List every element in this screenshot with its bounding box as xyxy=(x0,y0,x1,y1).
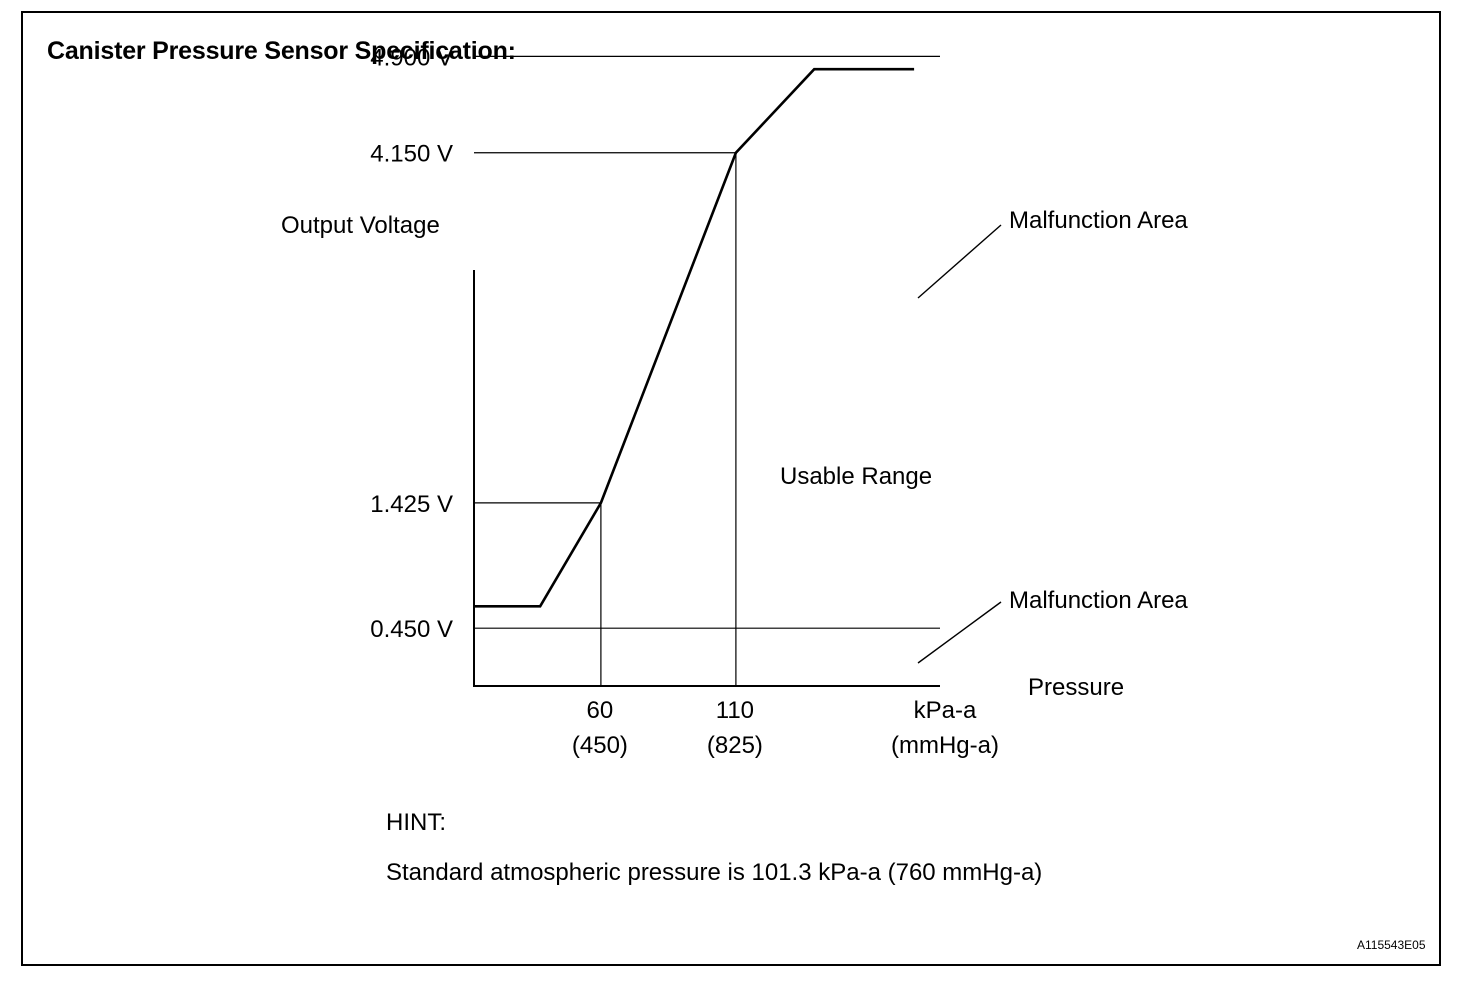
annotation-usable-range: Usable Range xyxy=(780,463,932,490)
chart-layer: 0.450 V 1.425 V 4.150 V 4.900 V 60 (450) 110 (8… xyxy=(281,44,1188,759)
y-axis-title: Output Voltage xyxy=(281,212,440,239)
annotation-malfunction-lower: Malfunction Area xyxy=(1009,587,1188,614)
x-tick-label-1: 110 xyxy=(716,697,754,724)
x-unit-sublabel: (mmHg-a) xyxy=(891,732,999,759)
y-tick-label-3: 4.900 V xyxy=(370,44,453,71)
leader-line-upper xyxy=(917,224,1002,299)
x-tick-sublabel-0: (450) xyxy=(572,732,628,759)
figure-frame xyxy=(21,11,1441,966)
annotation-malfunction-upper: Malfunction Area xyxy=(1009,207,1188,234)
x-tick-sublabel-1: (825) xyxy=(707,732,763,759)
hint-label: HINT: xyxy=(386,809,446,836)
hint-text: Standard atmospheric pressure is 101.3 k… xyxy=(386,859,1043,886)
y-tick-label-0: 0.450 V xyxy=(370,616,453,643)
x-axis-title: Pressure xyxy=(1028,674,1124,701)
series-line-0 xyxy=(474,67,915,608)
y-tick-label-1: 1.425 V xyxy=(370,491,453,518)
x-unit-label: kPa-a xyxy=(914,697,977,724)
leader-line-lower xyxy=(917,601,1002,664)
page-title: Canister Pressure Sensor Specification: xyxy=(47,37,516,65)
y-tick-label-2: 4.150 V xyxy=(370,141,453,168)
x-tick-label-0: 60 xyxy=(587,697,614,724)
figure-code: A115543E05 xyxy=(1357,938,1426,952)
